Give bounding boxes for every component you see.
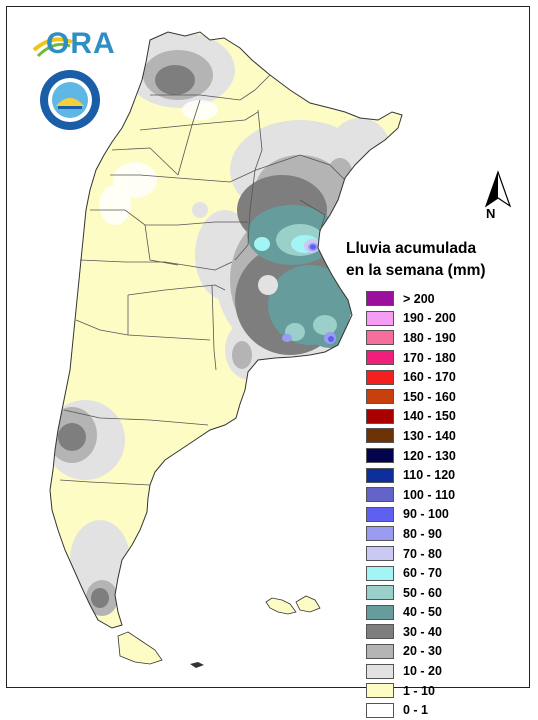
legend-swatch <box>366 448 394 464</box>
smn-logo <box>40 70 100 130</box>
legend-item: > 200 <box>366 289 456 309</box>
legend-label: 140 - 150 <box>403 409 456 424</box>
legend-swatch <box>366 428 394 444</box>
legend-title-line1: Lluvia acumulada <box>346 240 477 257</box>
legend-swatch <box>366 643 394 659</box>
legend-swatch <box>366 506 394 522</box>
legend-label: 180 - 190 <box>403 330 456 345</box>
north-arrow-icon <box>484 170 512 208</box>
legend-item: 120 - 130 <box>366 446 456 466</box>
legend-swatch <box>366 350 394 366</box>
legend-swatch <box>366 291 394 307</box>
legend-label: 120 - 130 <box>403 448 456 463</box>
legend-item: 20 - 30 <box>366 642 456 662</box>
legend-swatch <box>366 565 394 581</box>
legend-item: 40 - 50 <box>366 603 456 623</box>
legend-item: 0 - 1 <box>366 700 456 720</box>
legend-label: 110 - 120 <box>403 468 456 483</box>
legend-item: 130 - 140 <box>366 426 456 446</box>
legend-item: 150 - 160 <box>366 387 456 407</box>
legend-item: 90 - 100 <box>366 505 456 525</box>
legend-swatch <box>366 585 394 601</box>
legend-swatch <box>366 330 394 346</box>
legend-label: 90 - 100 <box>403 507 449 522</box>
legend-item: 30 - 40 <box>366 622 456 642</box>
legend-item: 140 - 150 <box>366 407 456 427</box>
legend-label: 50 - 60 <box>403 585 442 600</box>
legend-item: 80 - 90 <box>366 524 456 544</box>
north-label: N <box>486 206 496 221</box>
legend-label: 70 - 80 <box>403 546 442 561</box>
legend-swatch <box>366 467 394 483</box>
legend-label: 130 - 140 <box>403 428 456 443</box>
rainfall-map <box>49 31 403 668</box>
legend-item: 10 - 20 <box>366 661 456 681</box>
legend-item: 60 - 70 <box>366 563 456 583</box>
legend-title-line2: en la semana (mm) <box>346 262 486 279</box>
legend-swatch <box>366 546 394 562</box>
legend-swatch <box>366 663 394 679</box>
legend: > 200 190 - 200 180 - 190 170 - 180 160 - 17… <box>366 289 456 720</box>
legend-label: 150 - 160 <box>403 389 456 404</box>
legend-swatch <box>366 487 394 503</box>
legend-label: 170 - 180 <box>403 350 456 365</box>
legend-swatch <box>366 624 394 640</box>
legend-label: 0 - 1 <box>403 703 429 718</box>
legend-swatch <box>366 702 394 718</box>
legend-title: Lluvia acumulada en la semana (mm) <box>346 238 486 282</box>
legend-label: 10 - 20 <box>403 664 442 679</box>
legend-item: 190 - 200 <box>366 309 456 329</box>
ora-logo <box>32 37 73 58</box>
legend-swatch <box>366 389 394 405</box>
ora-logo-text: ORA <box>46 27 116 60</box>
legend-label: 160 - 170 <box>403 370 456 385</box>
legend-swatch <box>366 604 394 620</box>
legend-item: 50 - 60 <box>366 583 456 603</box>
legend-swatch <box>366 408 394 424</box>
legend-swatch <box>366 369 394 385</box>
legend-label: > 200 <box>403 291 435 306</box>
legend-swatch <box>366 526 394 542</box>
legend-label: 1 - 10 <box>403 683 435 698</box>
legend-label: 40 - 50 <box>403 605 442 620</box>
legend-item: 180 - 190 <box>366 328 456 348</box>
legend-item: 70 - 80 <box>366 544 456 564</box>
legend-label: 20 - 30 <box>403 644 442 659</box>
legend-label: 60 - 70 <box>403 566 442 581</box>
legend-label: 190 - 200 <box>403 311 456 326</box>
legend-swatch <box>366 310 394 326</box>
legend-item: 100 - 110 <box>366 485 456 505</box>
legend-item: 170 - 180 <box>366 348 456 368</box>
legend-item: 160 - 170 <box>366 367 456 387</box>
legend-label: 80 - 90 <box>403 526 442 541</box>
legend-item: 110 - 120 <box>366 465 456 485</box>
legend-label: 30 - 40 <box>403 624 442 639</box>
legend-item: 1 - 10 <box>366 681 456 701</box>
legend-label: 100 - 110 <box>403 487 456 502</box>
